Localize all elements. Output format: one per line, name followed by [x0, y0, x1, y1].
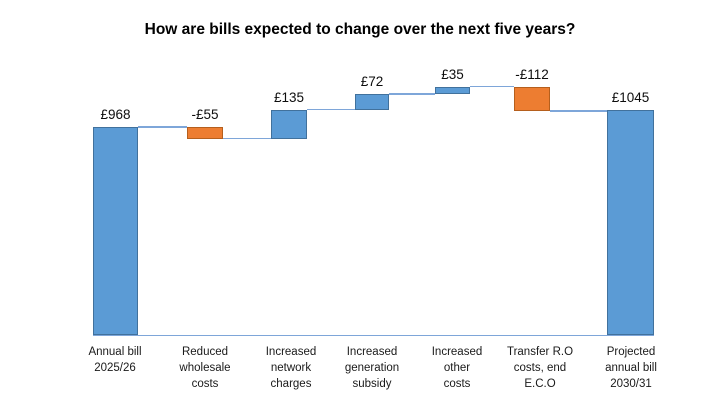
bar-connector-line [307, 108, 355, 111]
waterfall-bar [607, 110, 654, 335]
bar-category-label: Transfer R.O costs, end E.C.O [506, 346, 574, 390]
waterfall-bar [271, 109, 307, 139]
waterfall-bar [435, 86, 470, 95]
waterfall-bar [93, 126, 138, 335]
bar-value-label: £72 [360, 74, 384, 90]
waterfall-bar [355, 94, 389, 110]
bar-category-label: Annual bill 2025/26 [88, 346, 142, 374]
bar-category-label: Projected annual bill 2030/31 [605, 346, 657, 390]
bar-connector-line [138, 126, 187, 128]
bar-category-label: Increased other costs [431, 346, 483, 390]
bar-category-label: Reduced wholesale costs [179, 346, 231, 390]
bar-value-label: £35 [441, 66, 464, 82]
waterfall-bar [514, 86, 550, 111]
bar-value-label: -£55 [191, 106, 219, 122]
bar-value-label: £1045 [611, 90, 650, 106]
bar-value-label: -£112 [515, 66, 549, 82]
bar-value-label: £135 [273, 89, 305, 105]
chart-title: How are bills expected to change over th… [144, 21, 576, 38]
bar-category-label: Increased generation subsidy [344, 346, 400, 390]
bar-connector-line [470, 85, 514, 88]
bar-category-label: Increased network charges [265, 346, 317, 390]
x-axis-line [93, 334, 654, 336]
bar-connector-line [223, 137, 271, 140]
bar-connector-line [389, 93, 435, 95]
waterfall-bar [187, 126, 223, 139]
bar-value-label: £968 [100, 106, 131, 122]
bar-connector-line [550, 110, 607, 112]
